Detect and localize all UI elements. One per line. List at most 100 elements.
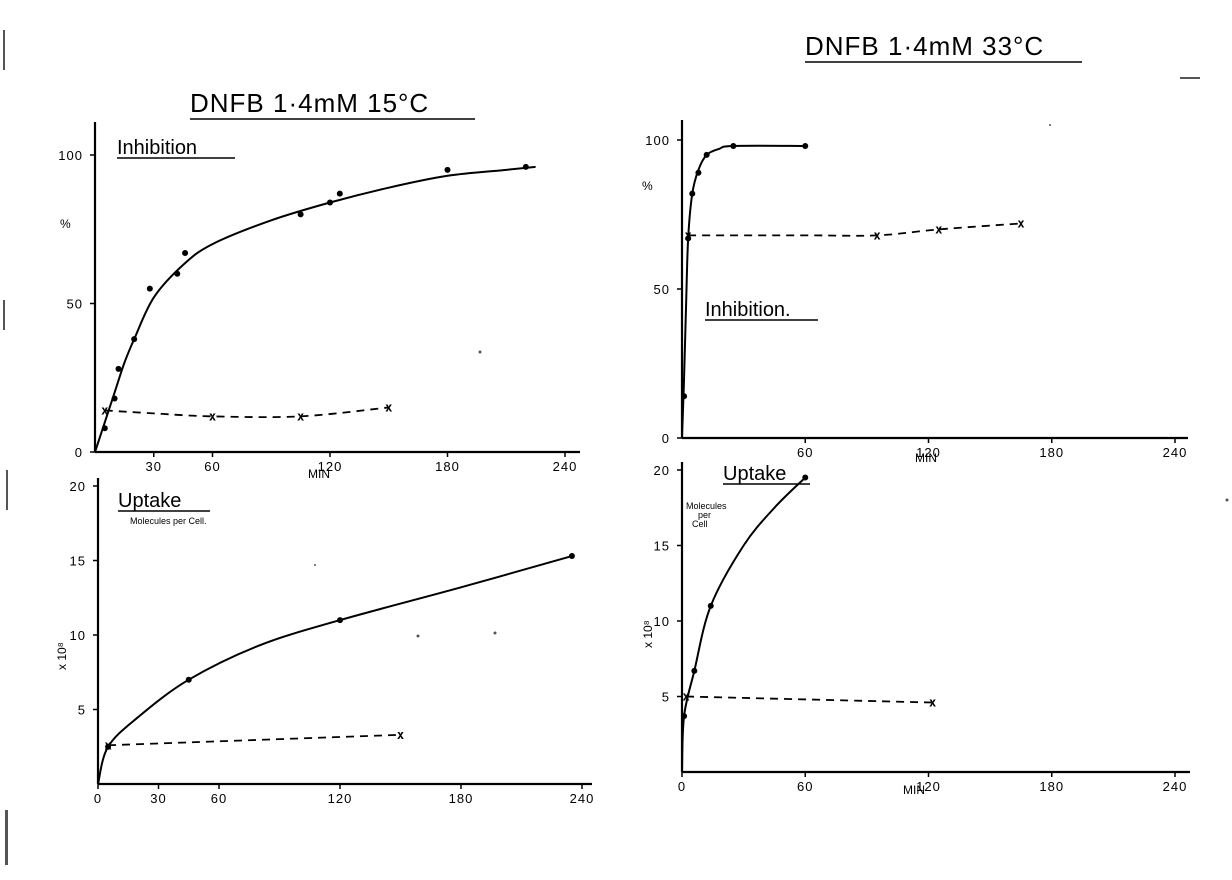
y-tick-label: 20 [70, 479, 86, 494]
y-tick-label: 100 [645, 133, 670, 148]
data-point-dot [568, 553, 575, 560]
data-point-x: x [682, 690, 689, 704]
x-tick-label: 30 [146, 459, 162, 474]
series-line-solid [681, 144, 806, 439]
x-tick-label: 180 [449, 791, 474, 806]
panel-title-33c: DNFB 1·4mM 33°C [805, 31, 1044, 61]
series-label: Inhibition. [705, 299, 791, 321]
data-point-x: x [397, 728, 404, 742]
series-line-solid [94, 165, 536, 453]
x-axis-label: MIN [308, 467, 330, 481]
data-point-dot [131, 336, 138, 343]
data-point-dot [685, 235, 692, 242]
y-tick-label: 0 [75, 445, 83, 460]
data-point-dot [802, 474, 809, 481]
series-line-dashed [688, 222, 1022, 237]
data-point-dot [182, 250, 189, 257]
data-point-x: x [297, 409, 304, 423]
data-point-x: x [874, 228, 881, 242]
y-tick-label: 50 [654, 282, 670, 297]
scan-artifacts [3, 30, 1229, 865]
x-tick-label: 240 [1163, 779, 1188, 794]
data-point-dot [681, 713, 688, 720]
x-tick-label: 240 [1163, 445, 1188, 460]
data-point-x: x [385, 400, 392, 414]
series-label: Uptake [118, 490, 181, 512]
x-tick-label: 120 [916, 779, 941, 794]
panel-33c-uptake: Uptake Molecules per Cell x 10⁸ MIN 0 60 1… [641, 462, 1190, 797]
y-axis-label: % [642, 179, 653, 193]
series-sublabel: Molecules per Cell [686, 501, 729, 529]
y-axis-label: % [60, 217, 71, 231]
series-line-solid [97, 555, 573, 785]
x-tick-label: 60 [797, 445, 813, 460]
data-point-dot [691, 667, 698, 674]
data-point-dot [444, 166, 451, 173]
sublabel-line-1: Molecules [686, 501, 727, 511]
y-tick-label: 5 [78, 703, 86, 718]
data-point-dot [802, 142, 809, 149]
series-line-dashed [686, 695, 933, 704]
data-point-dot [689, 190, 696, 197]
plot-area: 0 30 60 120 180 240 5 10 15 20 x x [70, 479, 595, 806]
data-point-dot [336, 190, 343, 197]
x-tick-label: 180 [1039, 445, 1064, 460]
data-point-x: x [101, 403, 108, 417]
plot-area: 60 120 180 240 0 50 100 x x x x [645, 133, 1188, 460]
data-point-dot [695, 169, 702, 176]
x-tick-label: 60 [211, 791, 227, 806]
data-point-x: x [935, 222, 942, 236]
sublabel-line-3: Cell [692, 519, 708, 529]
data-point-dot [337, 617, 343, 624]
series-sublabel: Molecules per Cell. [130, 516, 207, 526]
y-tick-label: 100 [58, 148, 83, 163]
y-tick-label: 50 [67, 297, 83, 312]
series-line-dashed [108, 733, 401, 747]
y-tick-label: 0 [662, 431, 670, 446]
x-tick-label: 240 [553, 459, 578, 474]
series-label: Inhibition [117, 137, 197, 159]
data-point-dot [703, 151, 710, 158]
x-tick-label: 0 [94, 791, 102, 806]
data-point-x: x [209, 409, 216, 423]
y-axis-label: x 10⁸ [55, 642, 69, 670]
y-tick-label: 5 [662, 690, 670, 705]
x-tick-label: 120 [328, 791, 353, 806]
series-label: Uptake [723, 463, 786, 485]
x-tick-label: 180 [435, 459, 460, 474]
y-tick-label: 10 [70, 628, 86, 643]
y-tick-label: 10 [654, 614, 670, 629]
data-point-dot [730, 142, 737, 149]
x-tick-label: 120 [318, 459, 343, 474]
data-point-dot [101, 425, 108, 432]
data-point-dot [111, 395, 118, 402]
x-axis-label: MIN [915, 451, 937, 465]
plot-area: 0 60 120 180 240 5 10 15 20 x x [654, 463, 1188, 794]
y-tick-label: 20 [654, 463, 670, 478]
data-point-dot [146, 285, 153, 292]
data-point-dot [174, 270, 181, 277]
data-point-dot [297, 211, 304, 218]
x-tick-label: 240 [570, 791, 595, 806]
x-tick-label: 120 [916, 445, 941, 460]
sublabel-line-2: per [698, 510, 711, 520]
data-point-x: x [685, 228, 692, 242]
x-tick-label: 180 [1039, 779, 1064, 794]
data-point-dot [115, 365, 122, 372]
data-point-dot [327, 199, 333, 206]
x-tick-label: 60 [797, 779, 813, 794]
x-tick-label: 0 [678, 779, 686, 794]
series-line-dashed [104, 406, 389, 419]
panel-title-15c: DNFB 1·4mM 15°C [190, 88, 429, 118]
x-tick-label: 60 [204, 459, 220, 474]
plot-area: 30 60 120 180 240 0 50 100 x x x x [58, 148, 578, 474]
panel-15c-uptake: Uptake Molecules per Cell. x 10⁸ 0 30 60 12… [55, 478, 595, 806]
data-point-x: x [1017, 216, 1024, 230]
y-axis-label: x 10⁸ [641, 620, 655, 648]
data-point-dot [707, 602, 714, 609]
y-tick-label: 15 [70, 554, 86, 569]
x-axis-label: MIN [903, 783, 925, 797]
data-point-dot [522, 163, 529, 170]
data-point-dot [185, 676, 192, 683]
